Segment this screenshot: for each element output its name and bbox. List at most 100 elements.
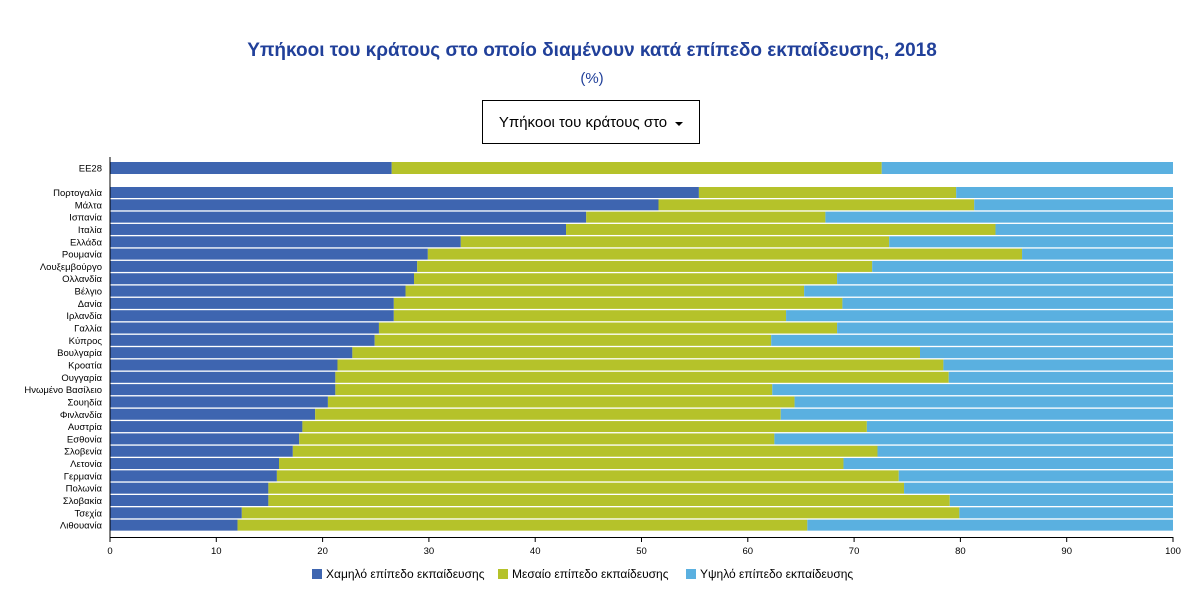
bar-segment xyxy=(315,408,781,420)
bar-segment xyxy=(110,248,428,260)
bar-segment xyxy=(959,507,1173,519)
bar-segment xyxy=(110,236,461,248)
legend-label: Μεσαίο επίπεδο εκπαίδευσης xyxy=(512,567,669,581)
bar-segment xyxy=(405,285,805,297)
bar-segment xyxy=(786,310,1173,322)
bar-segment xyxy=(843,458,1173,470)
category-label: Σλοβακία xyxy=(63,496,103,507)
x-tick-label: 40 xyxy=(530,546,541,557)
bar-segment xyxy=(110,162,392,174)
category-label: Ουγγαρία xyxy=(61,373,102,384)
bar-segment xyxy=(110,297,394,309)
bar-segment xyxy=(772,384,1173,396)
x-tick-label: 30 xyxy=(424,546,435,557)
bar-segment xyxy=(774,433,1173,445)
bar-segment xyxy=(110,396,328,408)
bar-segment xyxy=(804,285,1173,297)
category-label: Πορτογαλία xyxy=(53,188,102,199)
bar-segment xyxy=(110,384,336,396)
legend-swatch xyxy=(312,569,322,579)
bar-segment xyxy=(110,273,415,285)
bar-segment xyxy=(279,458,844,470)
bar-segment xyxy=(825,211,1173,223)
bar-segment xyxy=(337,359,944,371)
bar-segment xyxy=(110,408,316,420)
category-label: Βέλγιο xyxy=(75,287,102,298)
x-tick-label: 10 xyxy=(211,546,222,557)
legend-label: Υψηλό επίπεδο εκπαίδευσης xyxy=(700,567,853,581)
category-label: ΕΕ28 xyxy=(79,164,102,175)
bar-segment xyxy=(335,384,773,396)
bar-segment xyxy=(956,187,1173,198)
bar-segment xyxy=(974,199,1173,211)
bar-segment xyxy=(268,482,905,494)
bar-segment xyxy=(566,223,996,235)
bar-segment xyxy=(842,297,1173,309)
bar-segment xyxy=(889,236,1173,248)
bar-segment xyxy=(374,334,772,346)
bar-segment xyxy=(241,507,960,519)
category-label: Σουηδία xyxy=(67,397,102,408)
bar-segment xyxy=(110,310,394,322)
bar-segment xyxy=(110,458,280,470)
category-label: Γερμανία xyxy=(64,471,103,482)
bar-segment xyxy=(110,260,418,272)
category-label: Κροατία xyxy=(68,360,102,371)
category-label: Πολωνία xyxy=(66,484,103,495)
bar-segment xyxy=(110,285,406,297)
x-tick-label: 90 xyxy=(1061,546,1072,557)
dropdown-selected-value: Υπήκοοι του κράτους στο xyxy=(498,113,668,131)
category-label: Μάλτα xyxy=(75,200,103,211)
bar-segment xyxy=(110,199,659,211)
bar-segment xyxy=(110,187,699,198)
bar-segment xyxy=(268,495,950,506)
x-tick-label: 60 xyxy=(743,546,754,557)
x-tick-label: 80 xyxy=(955,546,966,557)
category-label: Τσεχία xyxy=(75,508,103,519)
bar-segment xyxy=(904,482,1173,494)
x-tick-label: 50 xyxy=(636,546,647,557)
category-label: Εσθονία xyxy=(67,434,103,445)
bar-segment xyxy=(110,433,300,445)
bar-segment xyxy=(110,507,242,519)
bar-segment xyxy=(292,445,878,457)
bar-segment xyxy=(866,421,1173,433)
bar-segment xyxy=(658,199,975,211)
bar-segment xyxy=(110,495,269,506)
bar-segment xyxy=(110,334,375,346)
citizenship-dropdown[interactable]: Υπήκοοι του κράτους στο xyxy=(482,100,700,144)
category-label: Δανία xyxy=(78,299,103,310)
bar-segment xyxy=(391,162,882,174)
bar-segment xyxy=(920,347,1173,359)
category-label: Λετονία xyxy=(70,459,102,470)
bar-segment xyxy=(995,223,1173,235)
bar-segment xyxy=(794,396,1173,408)
category-label: Αυστρία xyxy=(68,422,103,433)
legend-swatch xyxy=(498,569,508,579)
bar-segment xyxy=(378,322,838,334)
bar-segment xyxy=(1022,248,1173,260)
category-label: Φινλανδία xyxy=(60,410,103,421)
bar-segment xyxy=(943,359,1173,371)
category-label: Λιθουανία xyxy=(60,521,103,532)
category-label: Ελλάδα xyxy=(70,237,102,248)
bar-segment xyxy=(393,310,787,322)
x-tick-label: 20 xyxy=(317,546,328,557)
bar-segment xyxy=(352,347,921,359)
bar-segment xyxy=(335,371,949,383)
bar-segment xyxy=(780,408,1173,420)
bar-segment xyxy=(110,223,567,235)
category-label: Βουλγαρία xyxy=(57,348,102,359)
bar-segment xyxy=(327,396,795,408)
category-label: Ισπανία xyxy=(69,213,102,224)
bar-segment xyxy=(414,273,838,285)
chart-title: Υπήκοοι του κράτους στο οποίο διαμένουν … xyxy=(247,40,937,61)
x-tick-label: 70 xyxy=(849,546,860,557)
bar-segment xyxy=(877,445,1173,457)
category-label: Σλοβενία xyxy=(64,447,102,458)
bar-segment xyxy=(110,421,303,433)
x-tick-label: 100 xyxy=(1165,546,1181,557)
bar-segment xyxy=(110,445,293,457)
bar-segment xyxy=(807,519,1173,531)
bar-segment xyxy=(110,470,277,482)
